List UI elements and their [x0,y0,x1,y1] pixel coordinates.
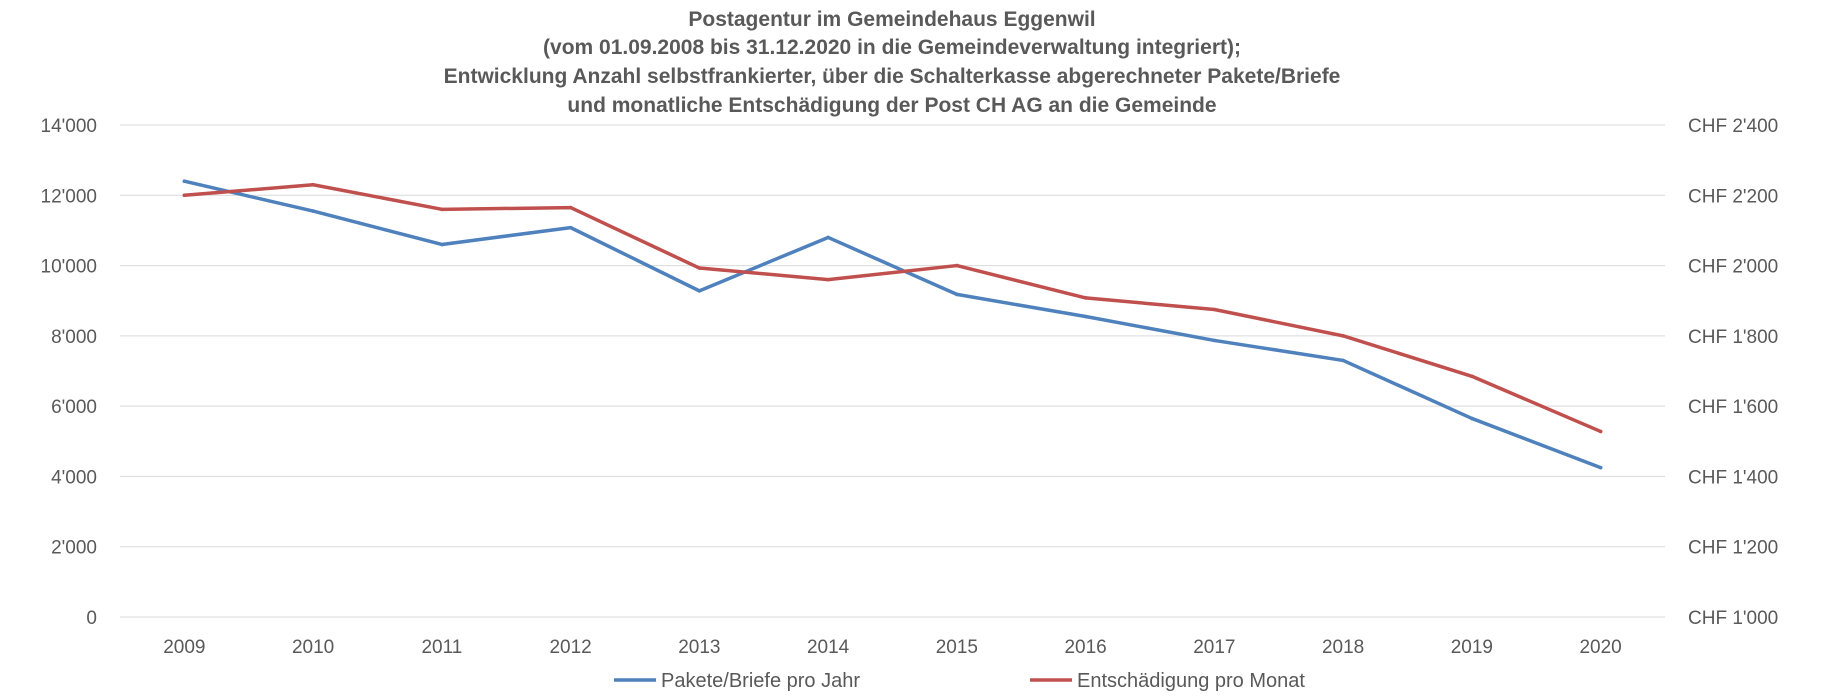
legend-label: Pakete/Briefe pro Jahr [661,670,860,692]
right-y-tick-label: CHF 2'400 [1688,116,1778,137]
left-y-tick-label: 10'000 [41,257,97,278]
x-tick-label: 2010 [292,637,334,658]
left-y-tick-label: 0 [86,608,97,629]
chart-title-line: und monatliche Entschädigung der Post CH… [567,94,1216,117]
data-point [1598,429,1603,434]
data-point [1212,338,1217,343]
right-y-tick-label: CHF 1'400 [1688,467,1778,488]
series-line-pakete [182,179,1603,470]
left-y-tick-label: 6'000 [51,397,97,418]
x-tick-label: 2012 [549,637,591,658]
x-tick-label: 2020 [1579,637,1621,658]
data-point [826,277,830,282]
chart-title: Postagentur im Gemeindehaus Eggenwil (vom… [444,8,1341,117]
data-point [311,182,315,187]
legend-label: Entschädigung pro Monat [1077,670,1305,692]
data-point [568,205,573,210]
left-y-tick-label: 4'000 [51,467,97,488]
right-y-tick-label: CHF 2'000 [1688,257,1778,278]
left-y-tick-label: 2'000 [51,538,97,559]
x-axis: 2009 2010 2011 2012 2013 2014 2015 2016 2017 2018… [163,637,1622,658]
x-tick-label: 2018 [1322,637,1364,658]
series-lines [182,179,1603,470]
left-y-tick-label: 8'000 [51,327,97,348]
x-tick-label: 2011 [421,637,462,658]
data-point [697,289,702,293]
data-point [1083,296,1088,300]
right-y-tick-label: CHF 1'800 [1688,327,1778,348]
data-point [1341,358,1345,363]
data-point [697,266,702,270]
data-point [182,193,187,198]
data-point [1083,314,1088,319]
data-point [1341,334,1345,338]
data-point [826,235,830,240]
x-tick-label: 2017 [1193,637,1235,658]
data-point [182,179,187,184]
right-y-tick-label: CHF 1'200 [1688,538,1778,559]
right-y-axis: CHF 1'000 CHF 1'200 CHF 1'400 CHF 1'600 CHF … [1688,116,1778,629]
data-point [311,209,315,213]
chart-title-line: Postagentur im Gemeindehaus Eggenwil [688,8,1095,31]
right-y-tick-label: CHF 1'000 [1688,608,1778,629]
data-point [1598,465,1603,470]
x-tick-label: 2013 [678,637,720,658]
data-point [1470,416,1474,421]
right-y-tick-label: CHF 1'600 [1688,397,1778,418]
x-tick-label: 2016 [1064,637,1106,658]
x-tick-label: 2019 [1451,637,1493,658]
data-point [440,207,444,212]
legend: Pakete/Briefe pro Jahr Entschädigung pro … [614,670,1305,692]
data-point [568,225,573,230]
chart-title-line: (vom 01.09.2008 bis 31.12.2020 in die Ge… [543,36,1241,59]
left-y-tick-label: 14'000 [41,116,97,137]
data-point [955,292,959,297]
series-line-entschaedigung [182,182,1603,434]
x-tick-label: 2015 [936,637,978,658]
left-y-axis: 0 2'000 4'000 6'000 8'000 10'000 12'000 14'000 [41,116,97,629]
data-point [1470,374,1474,379]
x-tick-label: 2009 [163,637,205,658]
data-point [1212,307,1217,312]
right-y-tick-label: CHF 2'200 [1688,186,1778,207]
data-point [440,242,444,247]
x-tick-label: 2014 [807,637,850,658]
left-y-tick-label: 12'000 [41,186,97,207]
chart-title-line: Entwicklung Anzahl selbstfrankierter, üb… [444,65,1341,88]
gridlines [120,124,1665,618]
data-point [955,263,959,268]
